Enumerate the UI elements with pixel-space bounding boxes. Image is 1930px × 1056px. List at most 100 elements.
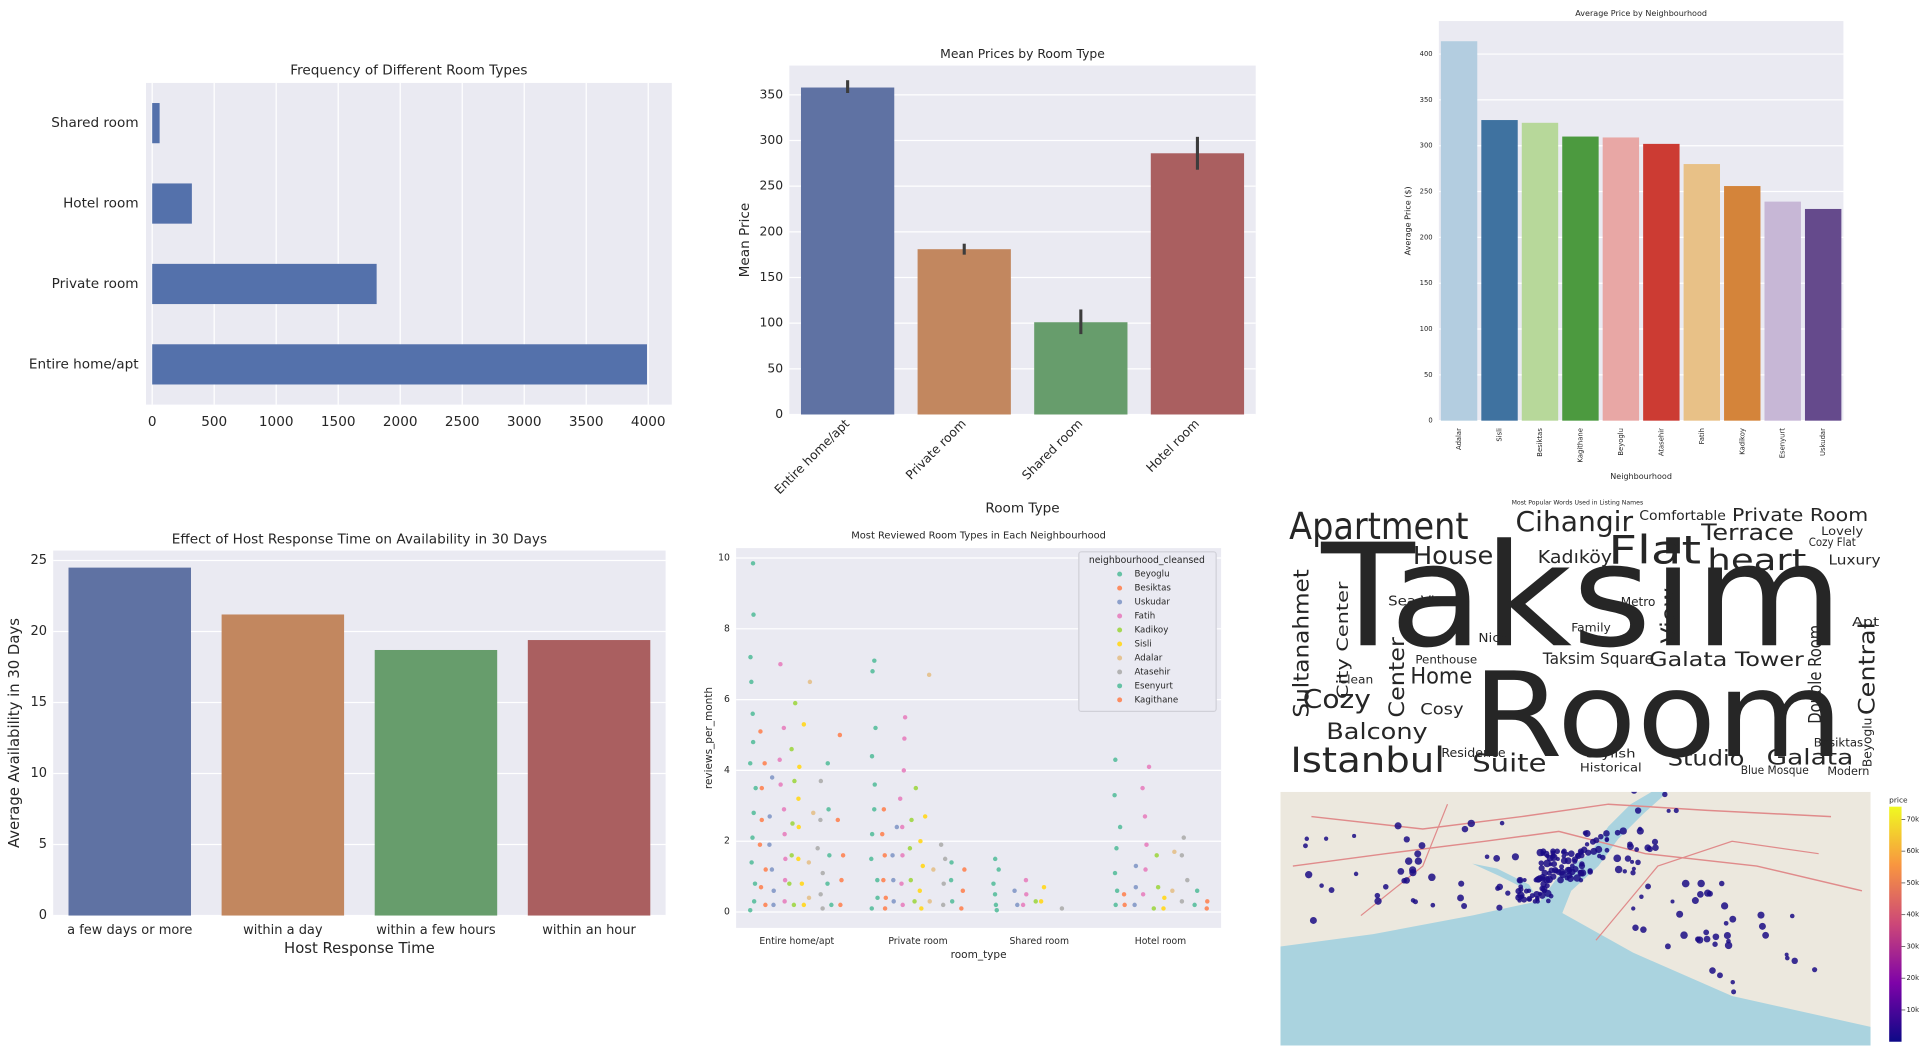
colorbar-tick-label: 10k bbox=[1906, 1006, 1919, 1014]
x-axis-label: room_type bbox=[951, 949, 1007, 961]
legend-marker bbox=[1117, 669, 1123, 675]
x-tick-label: Hotel room bbox=[1144, 417, 1202, 475]
legend-marker bbox=[1117, 571, 1123, 577]
map-point bbox=[1624, 855, 1632, 862]
word: Stylish bbox=[1586, 748, 1635, 761]
x-tick-label: 1000 bbox=[259, 414, 294, 430]
strip-point bbox=[993, 902, 999, 908]
strip-point bbox=[767, 842, 772, 847]
strip-point bbox=[960, 888, 966, 893]
word: Studio bbox=[1668, 746, 1745, 771]
x-tick-label: Entire home/apt bbox=[772, 417, 853, 498]
strip-point bbox=[1113, 902, 1118, 908]
map-point bbox=[1558, 868, 1566, 876]
map-point bbox=[1627, 841, 1633, 848]
strip-point bbox=[908, 877, 914, 883]
map-point bbox=[1613, 854, 1622, 863]
map-point bbox=[1626, 784, 1630, 788]
strip-point bbox=[801, 722, 807, 727]
colorbar-tick-label: 70k bbox=[1906, 815, 1919, 823]
map-point bbox=[1535, 876, 1542, 883]
y-tick-label: 8 bbox=[724, 623, 730, 634]
strip-point bbox=[806, 860, 812, 865]
strip-point bbox=[1154, 853, 1159, 858]
strip-point bbox=[771, 888, 776, 893]
strip-point bbox=[1205, 899, 1210, 904]
y-axis-label: reviews_per_month bbox=[703, 687, 715, 789]
x-tick-label: 3500 bbox=[569, 414, 604, 430]
strip-point bbox=[820, 870, 825, 876]
map-point bbox=[1540, 876, 1546, 882]
map-point bbox=[1554, 848, 1560, 855]
chart-title: Average Price by Neighbourhood bbox=[1575, 9, 1707, 18]
map-point bbox=[1631, 866, 1636, 871]
map-point bbox=[1538, 865, 1545, 872]
map-point bbox=[1571, 856, 1578, 863]
map-point bbox=[1560, 849, 1566, 855]
legend-label: Esenyurt bbox=[1134, 681, 1173, 691]
map-point bbox=[1382, 884, 1389, 890]
colorbar bbox=[1889, 806, 1902, 1042]
x-tick-label: within a few hours bbox=[376, 923, 496, 938]
map-point bbox=[1352, 833, 1357, 839]
strip-point bbox=[1179, 853, 1185, 858]
strip-point bbox=[900, 824, 905, 830]
x-tick-label: Besiktas bbox=[1536, 428, 1544, 457]
map-point bbox=[1757, 911, 1765, 919]
strip-point bbox=[1112, 792, 1117, 798]
map-point bbox=[1662, 791, 1668, 798]
word: Besiktas bbox=[1814, 737, 1864, 750]
strip-point bbox=[818, 778, 824, 784]
map-point bbox=[1582, 830, 1588, 836]
map-point bbox=[1540, 848, 1547, 855]
word: Galata bbox=[1767, 744, 1854, 769]
strip-point bbox=[949, 860, 954, 865]
legend-marker bbox=[1117, 585, 1123, 591]
map-point bbox=[1457, 894, 1464, 902]
bar bbox=[152, 183, 192, 224]
word: Balcony bbox=[1326, 719, 1427, 745]
word: Double Room bbox=[1806, 625, 1826, 724]
x-tick-label: Uskudar bbox=[1819, 428, 1827, 456]
strip-point bbox=[897, 796, 903, 801]
map-point bbox=[1676, 910, 1684, 918]
strip-point bbox=[1161, 906, 1166, 911]
map-strait bbox=[1540, 791, 1668, 916]
y-tick-label: 20 bbox=[30, 624, 47, 639]
bar bbox=[1521, 122, 1559, 421]
legend-marker bbox=[1117, 697, 1123, 703]
map-point bbox=[1557, 876, 1564, 884]
map-point bbox=[1538, 860, 1544, 866]
strip-point bbox=[1162, 895, 1167, 901]
strip-point bbox=[826, 807, 831, 812]
word: House bbox=[1413, 541, 1493, 570]
map-point bbox=[1550, 850, 1556, 856]
legend-label: Fatih bbox=[1134, 612, 1155, 622]
strip-point bbox=[1038, 899, 1044, 904]
map-point bbox=[1703, 929, 1710, 936]
chart-title: Effect of Host Response Time on Availabi… bbox=[172, 531, 547, 547]
strip-point bbox=[873, 725, 878, 731]
word: Residence bbox=[1441, 746, 1505, 760]
map-point bbox=[1526, 888, 1532, 893]
y-tick-label: 250 bbox=[760, 179, 784, 193]
chart-title: Frequency of Different Room Types bbox=[290, 63, 527, 79]
y-tick-label: 100 bbox=[760, 316, 784, 330]
strip-point bbox=[782, 831, 787, 837]
map-point bbox=[1634, 847, 1640, 852]
colorbar-tick-label: 20k bbox=[1906, 974, 1919, 982]
strip-point bbox=[909, 817, 914, 823]
map-point bbox=[1645, 883, 1651, 890]
bar bbox=[221, 614, 345, 916]
map-point bbox=[1729, 915, 1737, 923]
map-road bbox=[1360, 803, 1449, 917]
x-tick-label: 2500 bbox=[445, 414, 480, 430]
strip-point bbox=[782, 877, 788, 883]
strip-point bbox=[767, 814, 772, 819]
map-point bbox=[1404, 857, 1413, 865]
strip-point bbox=[918, 838, 923, 844]
strip-point bbox=[900, 853, 905, 858]
map-point bbox=[1640, 926, 1647, 933]
map-point bbox=[1730, 979, 1735, 985]
word: Historical bbox=[1580, 761, 1642, 774]
